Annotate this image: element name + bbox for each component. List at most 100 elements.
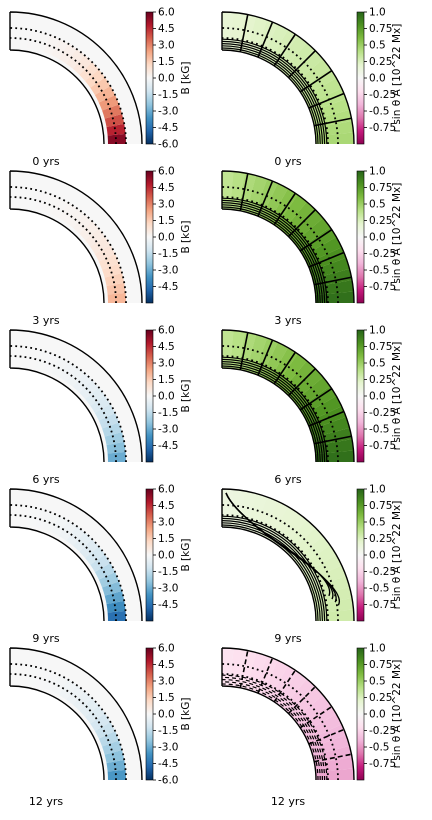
contour-nested [221, 520, 323, 622]
potential-sector [222, 171, 234, 210]
colorbar-tick-label: -3.0 [158, 583, 179, 595]
colorbar-tick-label: -1.5 [158, 725, 179, 737]
colorbar-tick-label: 0.25 [369, 533, 392, 545]
field-sector [85, 387, 106, 406]
potential-sector [299, 704, 337, 733]
potential-sector [269, 506, 298, 544]
contour-nested [221, 524, 319, 622]
colorbar-tick-label: -0.75 [369, 599, 396, 611]
colorbar-tick-label: 0.75 [369, 23, 392, 35]
colorbar-tick-label: 3.0 [158, 199, 175, 211]
field-sector [79, 379, 99, 400]
colorbar-tick-label: -3.0 [158, 424, 179, 436]
field-sector [27, 29, 41, 50]
wedge-outline [221, 329, 355, 463]
colorbar-tick-label: 4.5 [158, 500, 175, 512]
field-sector [106, 282, 126, 295]
field-sector [90, 77, 111, 95]
colorbar [356, 329, 365, 463]
potential-sector [269, 188, 298, 226]
colorbar-tick-label: 0.0 [158, 550, 175, 562]
field-sector [85, 546, 106, 565]
potential-sector [222, 648, 234, 687]
potential-sector [288, 50, 324, 84]
colorbar-tick-label: -0.5 [369, 583, 390, 595]
potential-sector [222, 12, 234, 51]
colorbar-label: r sin θ A [10^22 Mx] [391, 24, 403, 133]
panel-2-1: 1.0 0.75 0.5 0.25 0.0 -0.25 -0.5 -0.75r sin θ A… [221, 325, 403, 486]
potential-sector [282, 519, 316, 555]
panel-4-0: 6.0 4.5 3.0 1.5 0.0 -1.5 -3.0 -4.5 -6.0 B [kG] 12 … [9, 643, 192, 808]
field-sector [107, 610, 126, 621]
field-sector [107, 451, 126, 462]
panel-1-0: 6.0 4.5 3.0 1.5 0.0 -1.5 -3.0 -4.5 B [kG] 3 yrs [9, 166, 192, 327]
field-sector [72, 373, 93, 393]
potential-sector [275, 35, 307, 72]
field-sector [72, 214, 93, 234]
field-sector [51, 674, 68, 696]
potential-sector [288, 527, 324, 561]
colorbar-label: B [kG] [180, 539, 192, 572]
contour-nested [221, 199, 326, 304]
field-sector [98, 412, 120, 429]
potential-sector [275, 353, 307, 390]
colorbar-tick-label: -3.0 [158, 106, 179, 118]
wedge-outline [9, 11, 143, 145]
colorbar-label: B [kG] [180, 380, 192, 413]
contour-bent [225, 492, 341, 606]
field-sector [90, 236, 111, 254]
potential-sector [269, 665, 298, 703]
field-sector [107, 133, 126, 144]
field-sector [94, 404, 116, 421]
potential-sector [269, 347, 298, 385]
colorbar-tick-label: -4.5 [158, 599, 179, 611]
wedge-outline [221, 647, 355, 781]
colorbar-tick-label: 0.5 [369, 676, 386, 688]
colorbar-tick-label: 6.0 [158, 166, 175, 178]
field-sector [27, 506, 41, 527]
field-sector [104, 749, 125, 763]
field-sector [107, 292, 126, 303]
colorbar [145, 488, 154, 622]
potential-sector [222, 489, 234, 528]
field-sector [59, 202, 77, 223]
potential-sector [288, 209, 324, 243]
potential-sector [303, 714, 342, 741]
field-sector [79, 697, 99, 718]
potential-sector [275, 512, 307, 549]
colorbar-label: B [kG] [180, 62, 192, 95]
contour-radial [287, 686, 316, 715]
field-sector [98, 253, 120, 270]
contour-nested [221, 356, 328, 463]
time-label: 3 yrs [274, 314, 302, 327]
colorbar-tick-label: 3.0 [158, 40, 175, 52]
colorbar [145, 329, 154, 463]
colorbar-tick-label: -0.75 [369, 122, 396, 134]
potential-sector [288, 368, 324, 402]
colorbar-tick-label: 0.5 [369, 358, 386, 370]
contour-nested [221, 361, 323, 463]
colorbar-tick-label: 6.0 [158, 325, 175, 337]
field-sector [43, 34, 60, 56]
colorbar [145, 647, 154, 781]
field-sector [102, 422, 123, 437]
potential-sector [222, 330, 234, 369]
colorbar-tick-label: 0.5 [369, 517, 386, 529]
contour-nested [221, 45, 321, 145]
time-label: 12 yrs [271, 795, 306, 808]
panel-4-1: 1.0 0.75 0.5 0.25 0.0 -0.25 -0.5 -0.75r sin θ A… [221, 643, 403, 808]
field-sector [72, 55, 93, 75]
panel-2-0: 6.0 4.5 3.0 1.5 0.0 -1.5 -3.0 -4.5 B [kG] 6 yrs [9, 325, 192, 486]
contour-nested [221, 202, 323, 304]
contour-nested [221, 40, 326, 145]
field-sector [10, 187, 21, 206]
field-sector [66, 207, 85, 228]
colorbar-tick-label: 0.75 [369, 341, 392, 353]
colorbar-tick-label: 0.75 [369, 500, 392, 512]
field-sector [102, 263, 123, 278]
colorbar-tick-label: -0.25 [369, 407, 396, 419]
potential-sector [299, 227, 337, 256]
colorbar-tick-label: -0.25 [369, 566, 396, 578]
potential-sector [294, 59, 331, 91]
field-sector [106, 600, 126, 613]
